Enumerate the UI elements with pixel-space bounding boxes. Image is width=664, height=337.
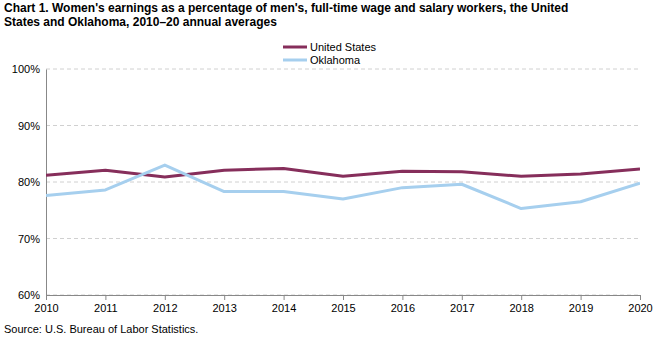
x-tick-mark — [343, 295, 344, 300]
x-tick-label: 2015 — [331, 302, 355, 314]
y-tick-label: 60% — [18, 289, 40, 301]
y-axis-line — [46, 70, 47, 296]
x-tick: 2010 — [34, 295, 58, 314]
y-tick-label: 80% — [18, 176, 40, 188]
y-tick-label: 100% — [12, 63, 40, 75]
chart-title: Chart 1. Women's earnings as a percentag… — [4, 1, 568, 15]
x-tick-mark — [521, 295, 522, 300]
y-tick: 70% — [18, 233, 46, 245]
x-tick-label: 2020 — [628, 302, 652, 314]
x-tick-label: 2013 — [212, 302, 236, 314]
x-tick-label: 2016 — [391, 302, 415, 314]
y-tick-label: 70% — [18, 233, 40, 245]
x-axis: 2010 2011 2012 2013 2014 2015 2016 2017 2018 2019… — [34, 295, 652, 314]
x-tick: 2020 — [628, 295, 652, 314]
x-tick-mark — [581, 295, 582, 300]
series-line — [46, 165, 640, 209]
y-tick: 60% — [18, 289, 46, 301]
series-line — [46, 168, 640, 176]
legend-label: United States — [310, 41, 377, 53]
grid-line — [46, 69, 640, 70]
x-tick-mark — [46, 295, 47, 300]
x-tick-label: 2011 — [94, 302, 118, 314]
grid-line — [46, 182, 640, 183]
x-tick-mark — [105, 295, 106, 300]
x-tick-mark — [402, 295, 403, 300]
grid-line — [46, 238, 640, 239]
x-tick: 2013 — [212, 295, 236, 314]
x-tick-label: 2010 — [34, 302, 58, 314]
x-tick: 2018 — [509, 295, 533, 314]
x-tick-label: 2012 — [153, 302, 177, 314]
grid — [46, 69, 640, 295]
source-note: Source: U.S. Bureau of Labor Statistics. — [4, 323, 198, 335]
y-tick: 90% — [18, 120, 46, 132]
chart: Chart 1. Women's earnings as a percentag… — [0, 0, 664, 337]
x-tick-label: 2018 — [509, 302, 533, 314]
x-tick-label: 2019 — [569, 302, 593, 314]
x-tick: 2017 — [450, 295, 474, 314]
x-tick: 2016 — [391, 295, 415, 314]
chart-title: States and Oklahoma, 2010–20 annual aver… — [4, 15, 277, 29]
x-tick: 2015 — [331, 295, 355, 314]
x-tick-mark — [284, 295, 285, 300]
x-tick-mark — [224, 295, 225, 300]
y-axis: 60% 70% 80% 90% 100% — [12, 63, 47, 301]
x-tick-label: 2017 — [450, 302, 474, 314]
plot: 60% 70% 80% 90% 100% 2010 2011 2012 2013 2014 2015… — [12, 63, 653, 314]
x-tick-label: 2014 — [272, 302, 296, 314]
x-tick: 2014 — [272, 295, 296, 314]
legend-swatch — [283, 59, 307, 62]
grid-line — [46, 125, 640, 126]
x-tick-mark — [462, 295, 463, 300]
x-tick-mark — [640, 295, 641, 300]
legend-label: Oklahoma — [310, 54, 361, 66]
y-tick-label: 90% — [18, 120, 40, 132]
x-tick: 2012 — [153, 295, 177, 314]
lines — [46, 165, 640, 209]
legend: United StatesOklahoma — [283, 41, 377, 66]
legend-swatch — [283, 46, 307, 49]
x-tick: 2011 — [94, 295, 118, 314]
y-tick: 100% — [12, 63, 46, 75]
y-tick: 80% — [18, 176, 46, 188]
x-tick-mark — [165, 295, 166, 300]
x-tick: 2019 — [569, 295, 593, 314]
